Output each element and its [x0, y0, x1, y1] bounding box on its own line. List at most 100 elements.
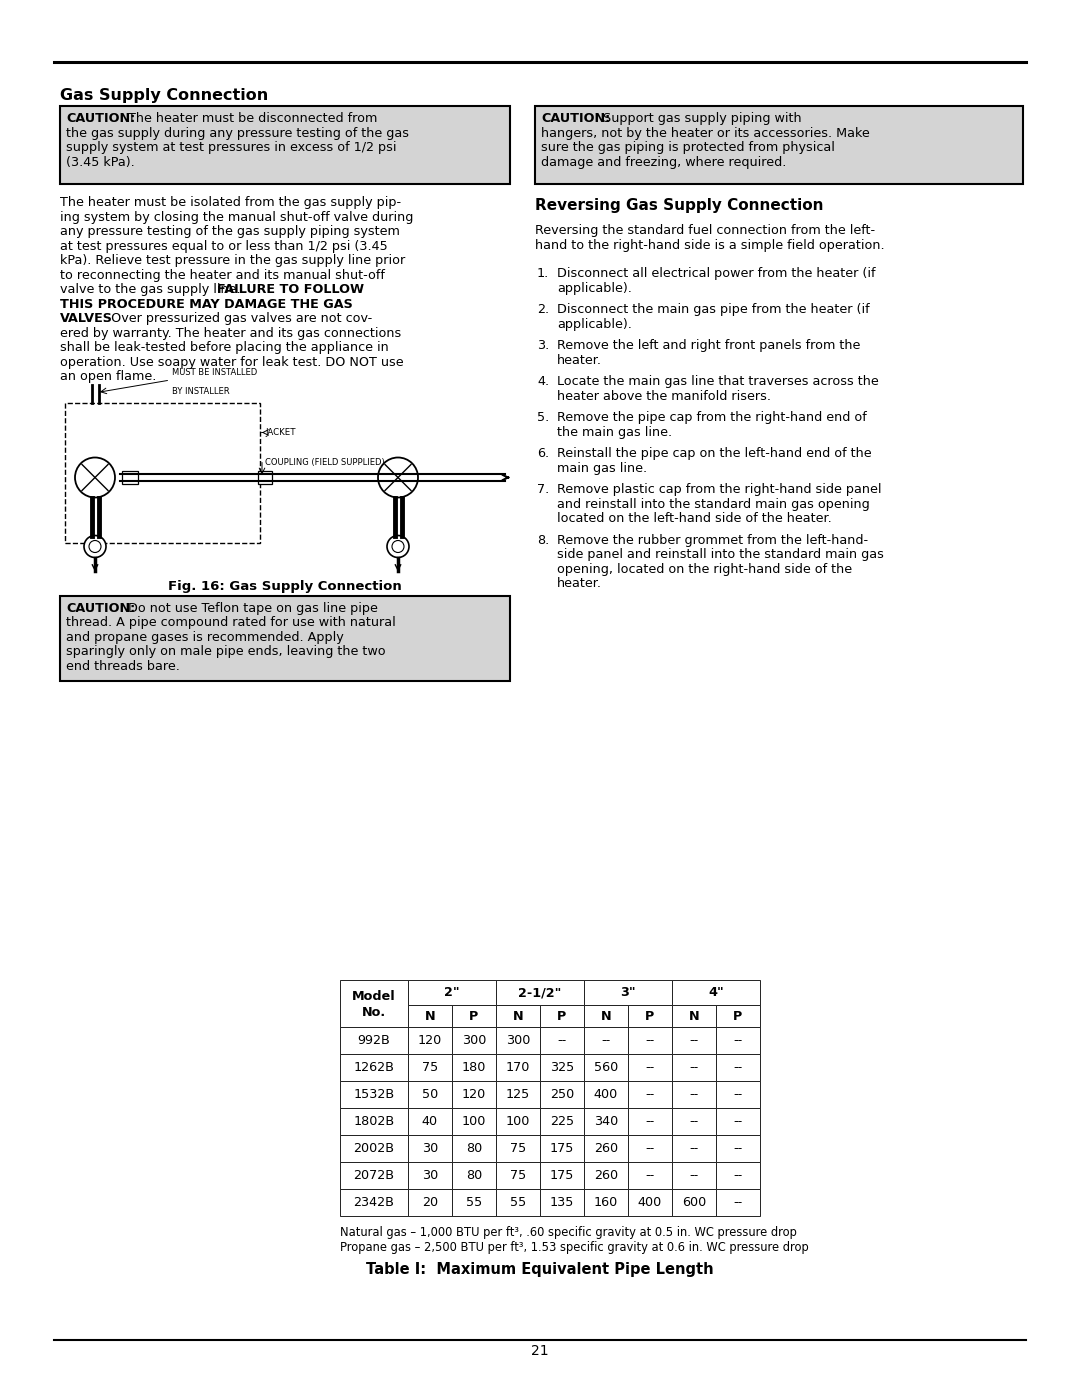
Text: --: --: [689, 1142, 699, 1155]
Text: Reinstall the pipe cap on the left-hand end of the: Reinstall the pipe cap on the left-hand …: [557, 447, 872, 459]
Text: --: --: [646, 1142, 654, 1155]
Text: Natural gas – 1,000 BTU per ft³, .60 specific gravity at 0.5 in. WC pressure dro: Natural gas – 1,000 BTU per ft³, .60 spe…: [340, 1226, 797, 1239]
Bar: [584, 1135, 627, 1162]
Bar: [408, 1135, 453, 1162]
Bar: [540, 1108, 584, 1135]
Text: --: --: [733, 1115, 743, 1128]
Text: kPa). Relieve test pressure in the gas supply line prior: kPa). Relieve test pressure in the gas s…: [60, 254, 405, 266]
Bar: [496, 1005, 540, 1027]
Text: 30: 30: [422, 1169, 438, 1183]
Text: applicable).: applicable).: [557, 282, 632, 294]
Bar: [716, 1027, 760, 1053]
Text: Table I:  Maximum Equivalent Pipe Length: Table I: Maximum Equivalent Pipe Length: [366, 1262, 714, 1277]
Bar: [408, 1108, 453, 1135]
Text: 55: 55: [465, 1196, 482, 1209]
Text: damage and freezing, where required.: damage and freezing, where required.: [541, 155, 786, 168]
Text: 1532B: 1532B: [353, 1088, 394, 1101]
Bar: [408, 1162, 453, 1190]
Text: 75: 75: [510, 1142, 526, 1155]
Text: 3": 3": [620, 985, 636, 999]
Text: 55: 55: [510, 1196, 526, 1209]
Text: and propane gases is recommended. Apply: and propane gases is recommended. Apply: [66, 630, 343, 644]
Text: supply system at test pressures in excess of 1/2 psi: supply system at test pressures in exces…: [66, 142, 396, 154]
Text: 40: 40: [422, 1115, 438, 1128]
Text: --: --: [733, 1034, 743, 1047]
Bar: [496, 1135, 540, 1162]
Bar: [408, 1081, 453, 1108]
Text: 50: 50: [422, 1088, 438, 1101]
Text: Fig. 16: Gas Supply Connection: Fig. 16: Gas Supply Connection: [168, 580, 402, 593]
Bar: [408, 1053, 453, 1081]
Text: main gas line.: main gas line.: [557, 461, 647, 475]
Bar: [672, 1027, 716, 1053]
Text: sure the gas piping is protected from physical: sure the gas piping is protected from ph…: [541, 142, 835, 154]
Bar: [672, 1135, 716, 1162]
Text: Support gas supply piping with: Support gas supply piping with: [599, 112, 801, 125]
Text: ing system by closing the manual shut-off valve during: ing system by closing the manual shut-of…: [60, 211, 414, 223]
Text: 2072B: 2072B: [353, 1169, 394, 1183]
Text: 20: 20: [422, 1196, 438, 1209]
Text: Reversing the standard fuel connection from the left-: Reversing the standard fuel connection f…: [535, 223, 875, 237]
Bar: [540, 1162, 584, 1190]
Text: Remove the left and right front panels from the: Remove the left and right front panels f…: [557, 339, 861, 353]
Text: FAILURE TO FOLLOW: FAILURE TO FOLLOW: [217, 283, 364, 296]
Text: --: --: [689, 1060, 699, 1074]
Bar: [453, 1190, 496, 1216]
Text: 80: 80: [465, 1142, 482, 1155]
Text: 250: 250: [550, 1088, 575, 1101]
Bar: [540, 1053, 584, 1081]
Bar: [672, 1081, 716, 1108]
Text: 4.: 4.: [537, 375, 549, 389]
Text: 2002B: 2002B: [353, 1142, 394, 1155]
Text: 2-1/2": 2-1/2": [518, 985, 562, 999]
Text: 260: 260: [594, 1142, 618, 1155]
Text: 340: 340: [594, 1115, 618, 1128]
Bar: [672, 1162, 716, 1190]
Bar: [584, 1108, 627, 1135]
Text: 80: 80: [465, 1169, 482, 1183]
Bar: [453, 1108, 496, 1135]
Text: --: --: [646, 1060, 654, 1074]
Text: THIS PROCEDURE MAY DAMAGE THE GAS: THIS PROCEDURE MAY DAMAGE THE GAS: [60, 297, 353, 311]
Text: 30: 30: [422, 1142, 438, 1155]
Bar: [672, 1005, 716, 1027]
Text: N: N: [513, 1009, 524, 1023]
Bar: [496, 1053, 540, 1081]
Bar: [496, 980, 584, 1005]
Text: 7.: 7.: [537, 483, 550, 496]
Text: the gas supply during any pressure testing of the gas: the gas supply during any pressure testi…: [66, 126, 409, 140]
Bar: [453, 1027, 496, 1053]
Text: --: --: [689, 1169, 699, 1183]
Text: N: N: [600, 1009, 611, 1023]
Bar: [340, 1190, 408, 1216]
Bar: [340, 1027, 408, 1053]
Text: P: P: [733, 1009, 743, 1023]
Text: 1802B: 1802B: [353, 1115, 394, 1128]
Text: shall be leak-tested before placing the appliance in: shall be leak-tested before placing the …: [60, 341, 389, 354]
Text: N: N: [689, 1009, 700, 1023]
Bar: [122, 471, 138, 484]
Text: . Over pressurized gas valves are not cov-: . Over pressurized gas valves are not co…: [103, 312, 373, 325]
Bar: [453, 1162, 496, 1190]
Bar: [627, 1081, 672, 1108]
Text: 300: 300: [462, 1034, 486, 1047]
Text: JACKET: JACKET: [265, 428, 296, 437]
Text: 135: 135: [550, 1196, 575, 1209]
Bar: [627, 1005, 672, 1027]
Text: valve to the gas supply line.: valve to the gas supply line.: [60, 283, 245, 296]
Text: N: N: [424, 1009, 435, 1023]
Text: 6.: 6.: [537, 447, 549, 459]
Text: 3.: 3.: [537, 339, 550, 353]
Text: and reinstall into the standard main gas opening: and reinstall into the standard main gas…: [557, 497, 869, 511]
Text: heater.: heater.: [557, 577, 602, 590]
Text: (3.45 kPa).: (3.45 kPa).: [66, 155, 135, 168]
Text: 170: 170: [505, 1060, 530, 1074]
Text: Model: Model: [352, 990, 396, 1004]
Bar: [540, 1081, 584, 1108]
Bar: [627, 1053, 672, 1081]
Bar: [584, 1190, 627, 1216]
Bar: [340, 1162, 408, 1190]
Text: 175: 175: [550, 1142, 575, 1155]
Text: heater above the manifold risers.: heater above the manifold risers.: [557, 390, 771, 403]
Bar: [672, 980, 760, 1005]
